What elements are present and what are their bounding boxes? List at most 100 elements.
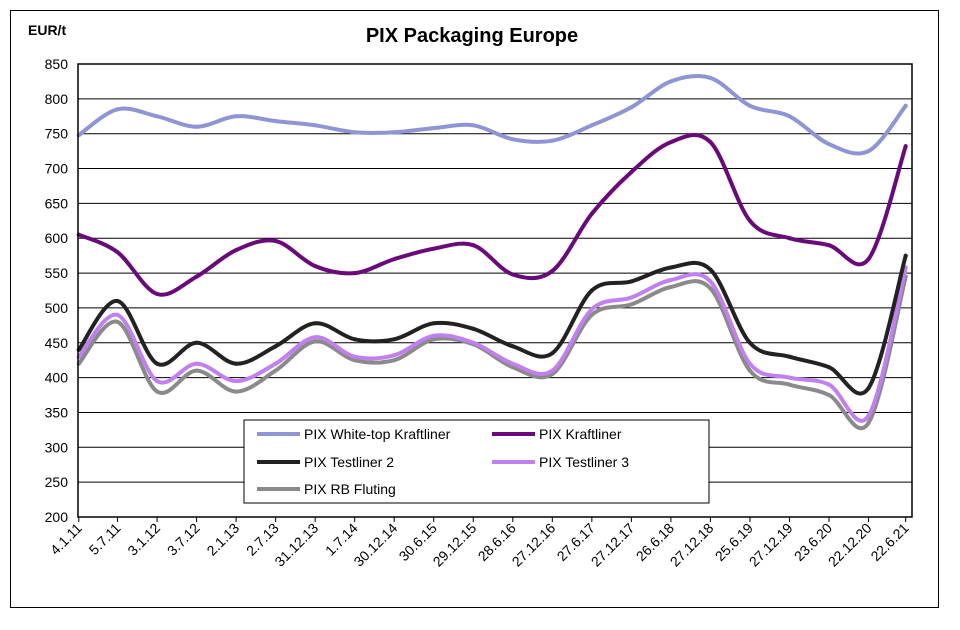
y-tick-label-450: 450 [45, 335, 69, 351]
data-point [747, 218, 752, 223]
data-point [550, 368, 555, 373]
data-point [510, 272, 515, 277]
chart-title: PIX Packaging Europe [366, 25, 578, 47]
data-point [827, 365, 831, 370]
data-point [668, 265, 673, 270]
data-point [866, 257, 871, 262]
data-point [392, 337, 397, 342]
y-tick-label-400: 400 [45, 370, 69, 386]
data-point [194, 368, 199, 373]
data-point [708, 75, 713, 80]
legend-entry-rb-fluting: PIX RB Fluting [257, 481, 396, 497]
legend-entry-kraftliner: PIX Kraftliner [492, 426, 622, 442]
data-point [747, 368, 752, 373]
data-point [708, 279, 713, 284]
data-point [313, 339, 318, 344]
data-point [352, 354, 357, 359]
y-tick-label-300: 300 [45, 439, 69, 455]
data-point [155, 389, 160, 394]
y-tick-labels: 200 250 300 350 400 450 500 550 600 650 700 750 800 8… [45, 56, 69, 525]
x-tick-labels: 4.1.11 5.7.11 3.1.12 3.7.12 2.1.13 2.7.1331.1… [47, 517, 912, 570]
data-point [273, 239, 278, 243]
data-point [273, 368, 278, 373]
data-point [708, 267, 713, 272]
data-point [550, 138, 555, 143]
x-tick-label: 30.12.14 [350, 520, 400, 570]
data-point [234, 114, 239, 119]
data-point [431, 321, 436, 326]
data-point [273, 344, 278, 349]
data-point [471, 123, 476, 128]
data-point [550, 351, 555, 356]
data-point [115, 319, 120, 324]
x-tick-label: 22.6.21 [867, 520, 911, 564]
data-point [510, 137, 515, 142]
data-point [392, 130, 397, 135]
x-tick-label: 27.12.17 [588, 520, 638, 570]
legend: PIX White-top Kraftliner PIX Kraftliner … [243, 419, 710, 504]
x-tick-label: 27.12.19 [746, 520, 796, 570]
x-tick-label: 27.12.16 [509, 520, 559, 570]
legend-entry-testliner-3: PIX Testliner 3 [492, 454, 629, 470]
data-point [668, 285, 673, 289]
data-point [747, 103, 752, 108]
x-tick-label: 27.12.18 [667, 520, 717, 570]
data-point [787, 114, 792, 119]
y-tick-label-800: 800 [45, 91, 69, 107]
legend-label-testliner-2: PIX Testliner 2 [304, 454, 394, 470]
data-point [313, 321, 318, 326]
x-tick-label: 22.12.20 [825, 520, 875, 570]
data-point [629, 302, 634, 307]
x-tick-label: 3.7.12 [164, 520, 203, 559]
data-point [827, 142, 831, 147]
data-point [313, 123, 318, 128]
x-tick-label: 5.7.11 [86, 520, 124, 558]
legend-label-testliner-3: PIX Testliner 3 [539, 454, 629, 470]
x-tick-label: 31.12.13 [271, 520, 321, 570]
data-point [787, 375, 792, 380]
legend-box [243, 419, 710, 504]
data-point [155, 379, 160, 384]
data-point [471, 340, 476, 345]
data-point [431, 333, 436, 338]
y-tick-label-500: 500 [45, 300, 69, 316]
data-point [352, 130, 357, 135]
data-point [787, 354, 792, 359]
series-line-pix-testliner-2 [76, 253, 908, 396]
y-tick-label-850: 850 [45, 56, 69, 72]
data-point [313, 335, 318, 340]
data-point [471, 243, 476, 248]
y-axis-unit: EUR/t [28, 22, 66, 38]
legend-entry-white-top-kraftliner: PIX White-top Kraftliner [257, 426, 451, 442]
data-point [589, 123, 594, 128]
data-point [866, 413, 871, 418]
data-point [392, 353, 397, 358]
data-point [787, 236, 792, 241]
data-point [668, 278, 673, 282]
data-point [827, 243, 831, 248]
data-point [431, 337, 436, 342]
data-point [589, 307, 594, 312]
y-tick-label-600: 600 [45, 230, 69, 246]
data-point [589, 312, 594, 317]
data-point [827, 382, 831, 387]
data-point [194, 361, 199, 366]
data-point [194, 124, 199, 129]
data-point [866, 386, 871, 391]
data-point [629, 105, 634, 110]
data-point [629, 279, 634, 284]
data-point [629, 295, 634, 300]
data-point [903, 253, 908, 258]
data-point [115, 312, 120, 317]
data-point [747, 361, 752, 366]
y-tick-label-250: 250 [45, 474, 69, 490]
data-point [352, 337, 357, 342]
data-point [510, 361, 515, 366]
y-tick-label-550: 550 [45, 265, 69, 281]
data-point [155, 292, 160, 296]
data-point [194, 340, 199, 345]
data-point [510, 344, 515, 349]
y-tick-label-700: 700 [45, 161, 69, 177]
legend-label-kraftliner: PIX Kraftliner [539, 426, 622, 442]
data-point [589, 288, 594, 293]
